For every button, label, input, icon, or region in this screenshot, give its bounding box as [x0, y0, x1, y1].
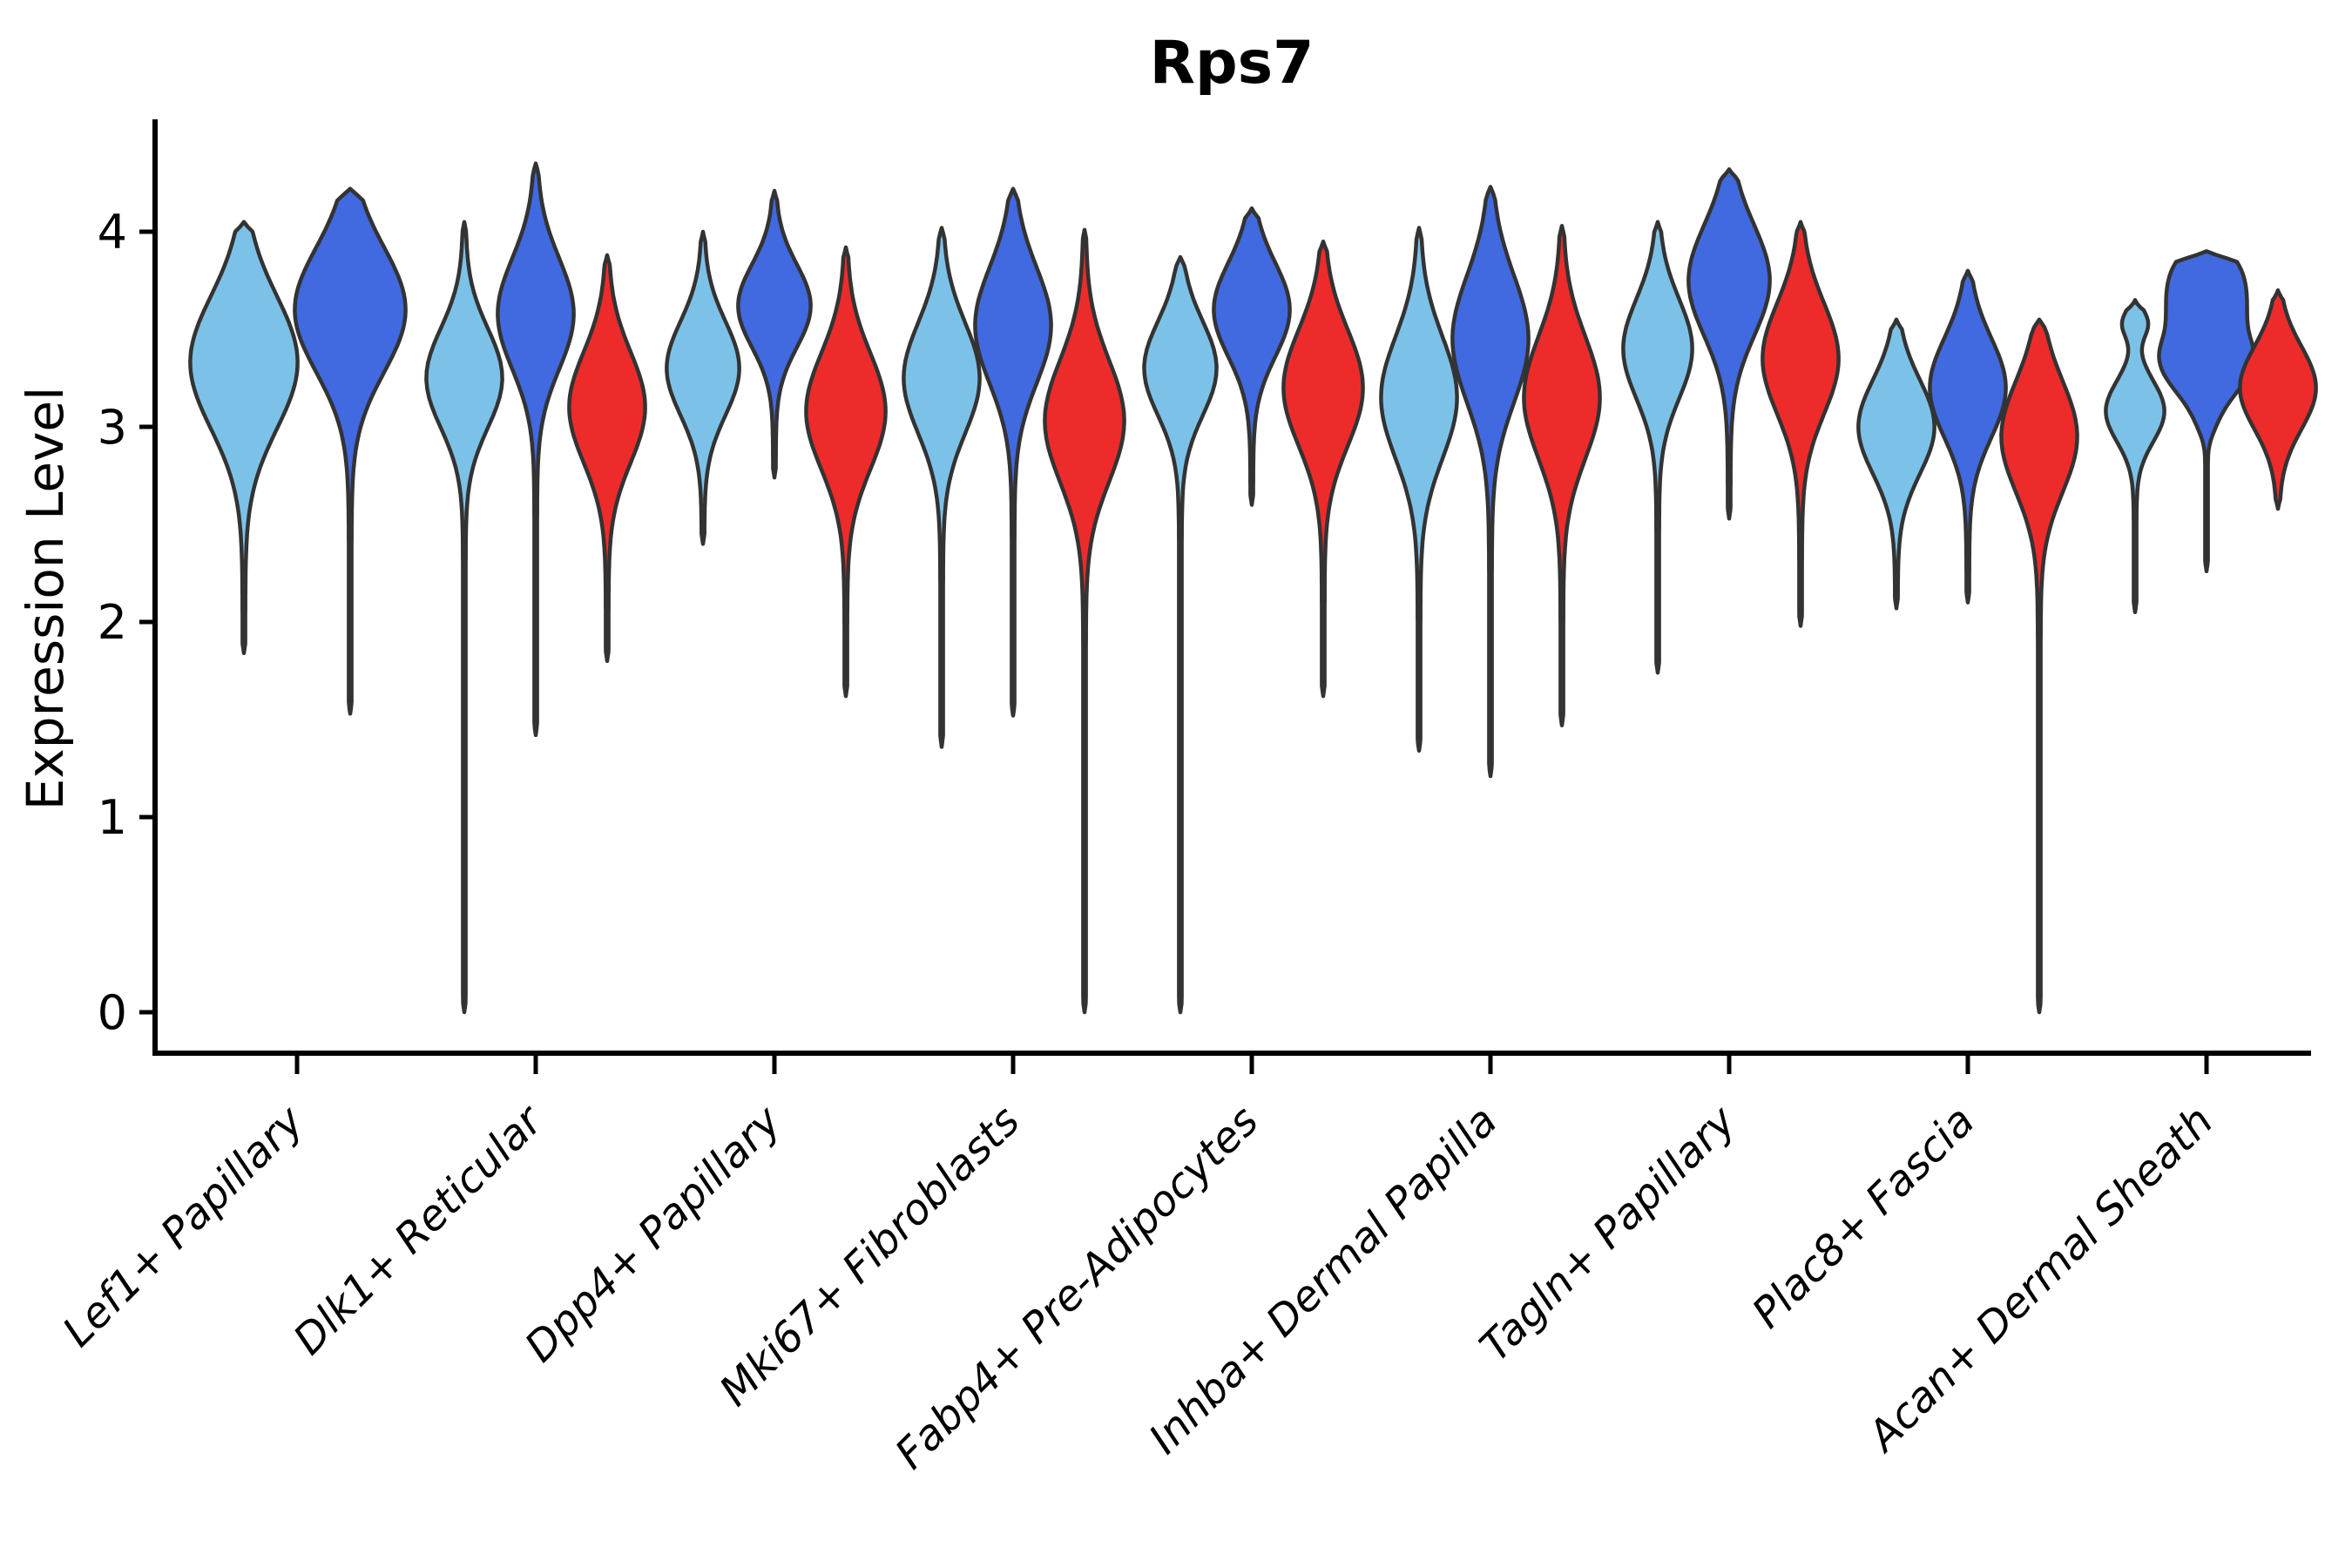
violin-plac8-red	[1999, 317, 2079, 1015]
violin-dlk1-dark_blue	[496, 161, 576, 738]
y-axis-label: Expression Level	[16, 387, 75, 810]
violin-inhba-dark_blue	[1450, 185, 1531, 779]
violin-mki67-light_blue	[902, 226, 982, 749]
violin-lef1-dark_blue	[293, 186, 408, 716]
violin-fabp4-light_blue	[1142, 254, 1219, 1015]
y-axis-ticks: 0 1 2 3 4	[98, 205, 155, 1040]
y-tick-label: 4	[98, 205, 127, 260]
x-tick-label: Tagln+ Papillary	[1470, 1096, 1746, 1371]
violin-fabp4-dark_blue	[1212, 206, 1292, 507]
violin-plac8-dark_blue	[1928, 268, 2008, 605]
violin-inhba-light_blue	[1379, 226, 1459, 754]
y-tick-label: 3	[98, 400, 127, 455]
violin-dpp4-dark_blue	[736, 188, 813, 480]
y-tick-label: 2	[98, 595, 127, 650]
violin-dlk1-red	[567, 253, 647, 664]
violin-tagln-red	[1761, 220, 1841, 628]
violin-dlk1-light_blue	[424, 220, 504, 1015]
violin-lef1-light_blue	[188, 220, 300, 656]
chart-title: Rps7	[1150, 29, 1315, 98]
y-tick-label: 1	[98, 790, 127, 845]
violin-acan-light_blue	[2104, 298, 2166, 615]
x-tick-label: Plac8+ Fascia	[1743, 1097, 1984, 1338]
violin-acan-dark_blue	[2157, 249, 2256, 574]
x-tick-label: Lef1+ Papillary	[53, 1096, 314, 1356]
violin-plac8-light_blue	[1856, 317, 1936, 611]
x-tick-label: Dpp4+ Papillary	[516, 1096, 791, 1371]
violin-inhba-red	[1522, 224, 1602, 727]
violins-layer	[188, 161, 2318, 1015]
violin-mki67-dark_blue	[973, 186, 1053, 718]
violin-tagln-dark_blue	[1686, 167, 1772, 521]
violin-mki67-red	[1043, 227, 1126, 1015]
violin-tagln-light_blue	[1621, 220, 1694, 675]
y-tick-label: 0	[98, 985, 127, 1040]
violin-fabp4-red	[1281, 239, 1365, 699]
violin-dpp4-light_blue	[665, 229, 741, 546]
violin-dpp4-red	[804, 245, 888, 699]
violin-acan-red	[2238, 287, 2318, 511]
x-tick-label: Dlk1+ Reticular	[284, 1095, 554, 1365]
